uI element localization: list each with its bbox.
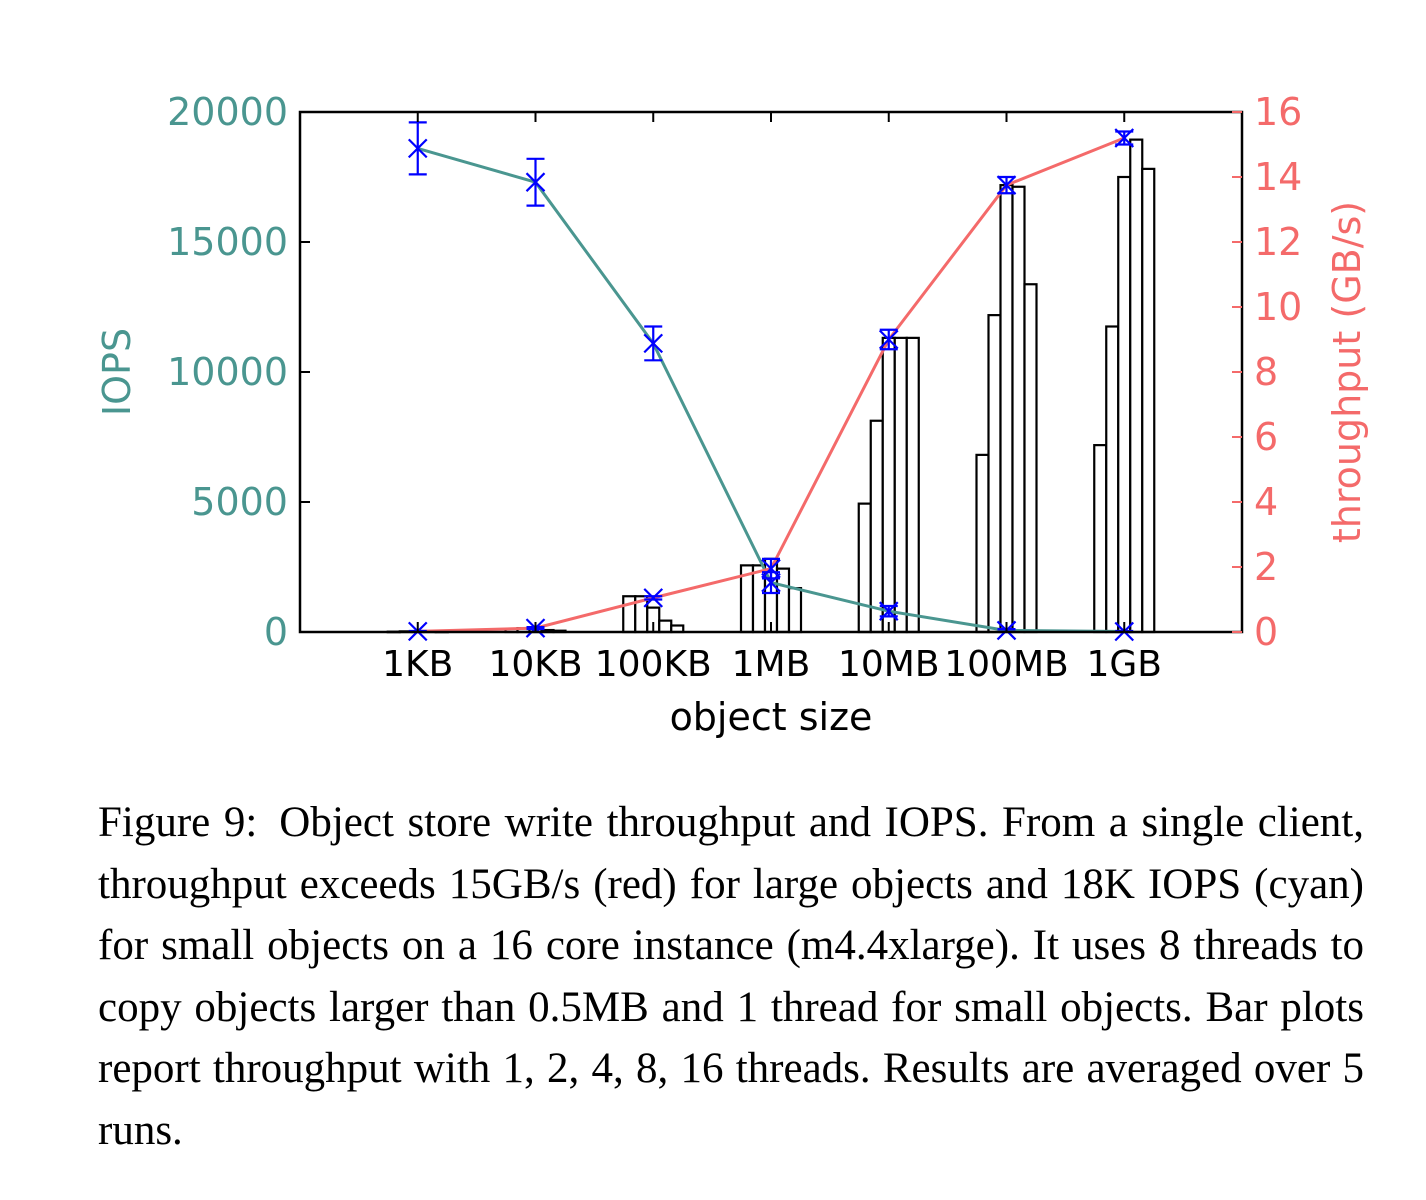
data-point-marker [761,572,781,593]
x-tick-label: 100KB [595,644,712,685]
figure-chart: 0 5000 10000 15000 20000 0 2 4 6 8 10 12 14 16 1KB 10KB… [95,90,1369,739]
y-tick-label-left: 20000 [167,90,288,134]
y-axis-label-right: throughput (GB/s) [1325,201,1369,543]
bar [787,587,803,634]
axes-group: 0 5000 10000 15000 20000 0 2 4 6 8 10 12 14 16 1KB 10KB… [167,90,1302,685]
chart-canvas: 0 5000 10000 15000 20000 0 2 4 6 8 10 12 14 16 1KB 10KB… [95,90,1369,739]
bar [987,314,1002,634]
data-point-marker [878,329,899,350]
y-tick-label-right: 10 [1254,285,1302,329]
marker-stroke [996,175,1017,195]
bar [1011,185,1026,634]
y-tick-label-right: 14 [1254,155,1302,199]
marker-stroke [525,172,546,192]
marker-stroke [407,138,428,159]
y-tick-label-right: 6 [1254,415,1278,459]
figure-caption: Figure 9: Object store write throughput a… [98,792,1364,1161]
data-point-marker [1114,128,1135,148]
y-tick-label-right: 16 [1254,90,1302,134]
bar [1141,167,1156,634]
y-tick-label-right: 2 [1254,545,1278,589]
bar [905,336,920,634]
marker-stroke [761,572,781,593]
marker-stroke [643,588,664,608]
bar [1117,175,1132,634]
marker-stroke [878,329,899,350]
marker-stroke [761,558,781,579]
data-point-marker [761,558,781,579]
y-tick-label-left: 15000 [167,220,288,264]
bar [1023,283,1038,634]
x-axis-label: object size [670,695,873,739]
y-tick-label-right: 4 [1254,480,1278,524]
data-point-marker [996,175,1017,195]
bar [869,419,884,634]
marker-stroke [878,601,899,621]
data-point-marker [878,601,899,621]
bar [857,502,872,634]
data-point-marker [407,138,428,159]
bar [975,453,990,634]
x-tick-label: 1KB [382,644,453,685]
data-point-marker [643,588,664,608]
x-tick-label: 1MB [732,644,811,685]
y-tick-label-right: 12 [1254,220,1302,264]
bar [1105,325,1120,634]
y-tick-label-left: 0 [264,610,288,654]
caption-text: Object store write throughput and IOPS. … [98,799,1365,1154]
y-tick-label-left: 10000 [167,350,288,394]
y-tick-label-right: 8 [1254,350,1278,394]
marker-stroke [643,333,664,354]
bar [881,336,896,634]
x-tick-label: 10MB [838,644,940,685]
bar-group [386,138,1156,634]
data-point-marker [525,172,546,192]
marker-stroke [1114,128,1135,148]
bar [1129,138,1144,634]
y-axis-label-left: IOPS [95,328,139,416]
y-tick-label-right: 0 [1254,610,1278,654]
x-tick-label: 10KB [488,644,582,685]
bar [658,619,673,634]
caption-label: Figure 9: [98,799,258,846]
bar [893,336,908,634]
x-tick-label: 100MB [944,644,1068,685]
x-tick-label: 1GB [1087,644,1163,685]
y-tick-label-left: 5000 [191,480,288,524]
bar [999,184,1014,634]
data-point-marker [643,333,664,354]
bar [1093,444,1108,634]
